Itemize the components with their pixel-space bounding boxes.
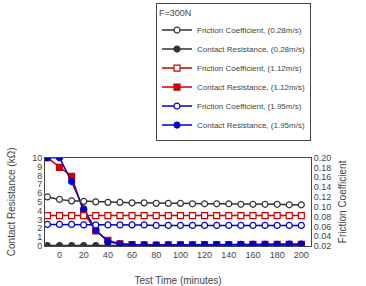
svg-text:Contact Resistance, (1.12m/s): Contact Resistance, (1.12m/s) [197,83,305,92]
svg-text:2: 2 [37,223,42,233]
svg-text:200: 200 [294,250,309,260]
svg-text:0.20: 0.20 [314,153,332,163]
svg-text:10: 10 [32,153,42,163]
svg-text:160: 160 [245,250,260,260]
svg-text:0: 0 [37,241,42,251]
svg-text:120: 120 [197,250,212,260]
svg-text:Contact Resistance (kΩ): Contact Resistance (kΩ) [6,148,17,257]
svg-text:0.14: 0.14 [314,182,332,192]
svg-text:140: 140 [221,250,236,260]
svg-text:Contact Resistance, (1.95m/s): Contact Resistance, (1.95m/s) [197,121,305,130]
svg-text:0.12: 0.12 [314,192,332,202]
svg-text:80: 80 [151,250,161,260]
svg-text:8: 8 [37,171,42,181]
svg-text:Friction Coefficient: Friction Coefficient [337,160,348,243]
svg-text:Test Time (minutes): Test Time (minutes) [134,275,221,286]
svg-text:Friction Coefficient, (1.95m/s: Friction Coefficient, (1.95m/s) [197,102,302,111]
svg-text:6: 6 [37,188,42,198]
svg-text:40: 40 [103,250,113,260]
svg-text:20: 20 [79,250,89,260]
svg-text:0.08: 0.08 [314,212,332,222]
svg-text:60: 60 [127,250,137,260]
svg-text:4: 4 [37,206,42,216]
svg-text:1: 1 [37,232,42,242]
svg-text:0.18: 0.18 [314,163,332,173]
svg-text:180: 180 [270,250,285,260]
svg-text:0.06: 0.06 [314,222,332,232]
svg-text:100: 100 [173,250,188,260]
svg-text:5: 5 [37,197,42,207]
svg-text:7: 7 [37,179,42,189]
svg-text:Friction Coefficient, (1.12m/s: Friction Coefficient, (1.12m/s) [197,64,302,73]
svg-text:0.02: 0.02 [314,241,332,251]
svg-text:0.10: 0.10 [314,202,332,212]
svg-text:Contact Resistance, (0.28m/s): Contact Resistance, (0.28m/s) [197,45,305,54]
svg-text:0: 0 [57,250,62,260]
svg-text:3: 3 [37,215,42,225]
svg-text:F=300N: F=300N [159,8,191,18]
svg-text:0.16: 0.16 [314,172,332,182]
svg-text:Friction Coefficient, (0.28m/s: Friction Coefficient, (0.28m/s) [197,26,302,35]
svg-text:9: 9 [37,162,42,172]
svg-text:0.04: 0.04 [314,231,332,241]
